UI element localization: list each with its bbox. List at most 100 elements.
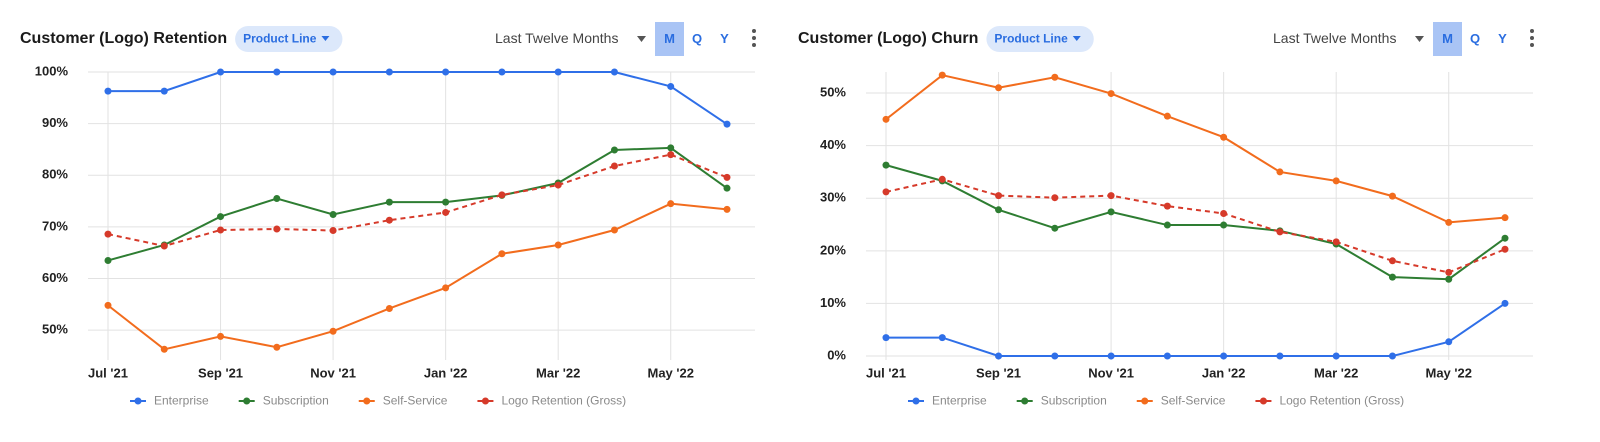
data-point [1388,352,1396,360]
series-line [107,146,728,262]
data-point [1388,273,1396,281]
filter-pill[interactable] [986,26,1094,52]
data-point [723,173,731,181]
data-point [995,206,1003,214]
menu-dot[interactable] [752,43,756,47]
legend-label[interactable]: Self-Service [383,394,448,408]
data-point [1445,275,1453,283]
data-point [1501,245,1509,253]
legend-marker [1141,397,1149,405]
data-point [329,68,337,76]
x-tick-label: Jul '21 [866,365,906,380]
interval-active[interactable] [655,22,684,56]
period-caret[interactable] [1415,36,1424,42]
legend-label[interactable]: Subscription [263,394,329,408]
data-point [938,175,946,183]
data-point [882,161,890,169]
chart-title: Customer (Logo) Retention [20,30,227,47]
data-point [1051,194,1059,202]
data-point [385,304,393,312]
menu-dot[interactable] [752,29,756,33]
legend-label[interactable]: Subscription [1041,394,1107,408]
interval-button[interactable]: Y [1498,31,1507,46]
series-line [107,153,728,248]
legend-marker [134,397,142,405]
data-point [610,146,618,154]
y-tick-label: 50% [42,322,68,337]
y-tick-label: 100% [35,63,69,78]
legend-label[interactable]: Logo Retention (Gross) [1279,394,1404,408]
period-select[interactable]: Last Twelve Months [1273,30,1396,46]
legend-label[interactable]: Enterprise [154,394,209,408]
filter-pill[interactable] [235,26,343,52]
x-tick-label: Nov '21 [310,365,356,380]
data-point [610,226,618,234]
data-point [1276,352,1284,360]
menu-dot[interactable] [752,36,756,40]
menu-dot[interactable] [1530,29,1534,33]
data-point [1388,257,1396,265]
menu-dot[interactable] [1530,43,1534,47]
y-tick-label: 10% [820,295,846,310]
interval-button[interactable]: Q [692,31,702,46]
menu-dot[interactable] [1530,36,1534,40]
x-tick-label: Nov '21 [1088,365,1134,380]
data-point [160,345,168,353]
data-point [723,120,731,128]
data-point [104,301,112,309]
legend-label[interactable]: Self-Service [1161,394,1226,408]
data-point [385,198,393,206]
data-point [442,68,450,76]
interval-button[interactable]: M [664,31,675,46]
data-point [667,144,675,152]
y-tick-label: 60% [42,270,68,285]
legend-marker [1259,397,1267,405]
period-caret[interactable] [637,36,646,42]
data-point [498,250,506,258]
x-tick-label: May '22 [1426,365,1472,380]
data-point [1501,214,1509,222]
series-line [885,164,1506,281]
interval-button[interactable]: M [1442,31,1453,46]
data-point [1163,202,1171,210]
y-tick-label: 70% [42,218,68,233]
x-tick-label: Mar '22 [536,365,580,380]
data-point [1332,238,1340,246]
interval-button[interactable]: Q [1470,31,1480,46]
interval-button[interactable]: Y [720,31,729,46]
x-tick-label: Jan '22 [1202,365,1246,380]
data-point [1276,168,1284,176]
data-point [329,227,337,235]
interval-active[interactable] [1433,22,1462,56]
data-point [554,181,562,189]
data-point [554,241,562,249]
series-line [885,74,1506,224]
filter-label[interactable]: Product Line [994,32,1068,46]
x-tick-label: May '22 [648,365,694,380]
legend-label[interactable]: Logo Retention (Gross) [501,394,626,408]
data-point [385,68,393,76]
data-point [104,230,112,238]
filter-caret[interactable] [1072,36,1081,41]
legend-marker [481,397,489,405]
data-point [1051,352,1059,360]
series-line [886,302,1506,357]
data-point [1163,221,1171,229]
legend-marker [1021,397,1029,405]
data-point [938,334,946,342]
data-point [1051,73,1059,81]
legend-label[interactable]: Enterprise [932,394,987,408]
data-point [160,87,168,95]
data-point [498,191,506,199]
data-point [1501,299,1509,307]
filter-label[interactable]: Product Line [243,32,317,46]
data-point [217,332,225,340]
filter-caret[interactable] [321,36,330,41]
data-point [1220,133,1228,141]
data-point [1220,221,1228,229]
period-select[interactable]: Last Twelve Months [495,30,618,46]
data-point [217,226,225,234]
data-point [1276,228,1284,236]
data-point [667,82,675,90]
data-point [667,200,675,208]
